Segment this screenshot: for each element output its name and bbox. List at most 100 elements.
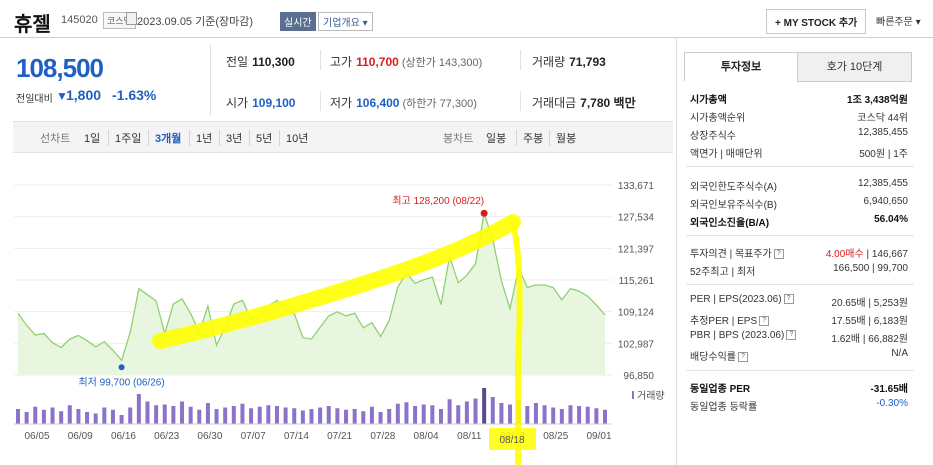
line-chart-label: 선차트 bbox=[40, 133, 71, 145]
stock-name: 휴젤 bbox=[14, 14, 51, 36]
highlight-stroke bbox=[510, 219, 523, 465]
volume-bar bbox=[274, 406, 279, 424]
help-icon[interactable]: ? bbox=[783, 294, 794, 305]
volume-bar bbox=[188, 406, 193, 424]
volume-bar bbox=[223, 407, 228, 424]
volume-bar bbox=[110, 409, 115, 424]
per-row: PER | EPS(2023.06)? 20.65배 | 5,253원 bbox=[690, 294, 908, 309]
volume-bar bbox=[41, 409, 46, 424]
cap-rank-row: 시가총액순위 코스닥 44위 bbox=[690, 113, 908, 124]
volume-bar bbox=[231, 406, 236, 424]
quote-low: 저가 106,400 (하한가 77,300) bbox=[330, 96, 477, 110]
add-mystock-button[interactable]: + MY STOCK 추가 bbox=[766, 9, 867, 34]
volume-bar bbox=[76, 409, 81, 424]
volume-bar bbox=[283, 407, 288, 424]
volume-bar bbox=[249, 408, 254, 424]
volume-bar bbox=[119, 415, 124, 424]
volume-bar bbox=[145, 401, 150, 424]
volume-legend-swatch bbox=[632, 391, 634, 399]
shares-row: 상장주식수 12,385,455 bbox=[690, 127, 908, 142]
down-arrow-icon: ▼ bbox=[56, 89, 68, 103]
quick-order-button[interactable]: 빠른주문 ▾ bbox=[876, 17, 921, 28]
volume-bar bbox=[533, 403, 538, 424]
candle-daily[interactable]: 일봉 bbox=[486, 133, 507, 145]
volume-bar bbox=[603, 409, 607, 424]
live-badge[interactable]: 실시간 bbox=[280, 12, 316, 31]
market-cap-row: 시가총액 1조 3,438억원 bbox=[690, 95, 908, 106]
volume-bar bbox=[464, 401, 469, 424]
stock-code: 145020 bbox=[61, 14, 98, 26]
period-bar bbox=[13, 121, 673, 153]
pbr-row: PBR | BPS (2023.06)? 1.62배 | 66,882원 bbox=[690, 330, 908, 345]
volume-bar bbox=[473, 398, 478, 424]
help-icon[interactable]: ? bbox=[759, 316, 770, 327]
quote-open: 시가 109,100 bbox=[226, 96, 296, 110]
company-info-dropdown[interactable]: 기업개요 ▾ bbox=[318, 12, 373, 31]
highlighted-x-tick: 08/18 bbox=[499, 435, 524, 446]
x-tick-label: 06/05 bbox=[24, 431, 49, 442]
volume-bar bbox=[525, 406, 530, 424]
quote-prev: 전일 110,300 bbox=[226, 55, 295, 69]
volume-bar bbox=[577, 406, 582, 424]
tab-investment-info[interactable]: 투자정보 bbox=[684, 52, 798, 81]
help-icon[interactable]: ? bbox=[786, 330, 797, 341]
divider bbox=[520, 91, 521, 111]
volume-bar bbox=[568, 405, 573, 424]
volume-bar bbox=[300, 410, 305, 424]
volume-bar bbox=[154, 405, 159, 424]
volume-bar bbox=[257, 406, 262, 424]
current-price: 108,500 bbox=[16, 53, 104, 83]
max-annotation: 최고 128,200 (08/22) bbox=[392, 195, 484, 207]
volume-bar bbox=[180, 401, 185, 424]
max-marker bbox=[480, 209, 488, 217]
opinion-row: 투자의견 | 목표주가? 4.00매수 | 146,667 bbox=[690, 249, 908, 260]
volume-bar bbox=[594, 408, 599, 424]
help-icon[interactable]: ? bbox=[738, 352, 748, 363]
volume-bar bbox=[456, 405, 461, 424]
volume-bar bbox=[352, 409, 357, 424]
volume-bar bbox=[395, 403, 400, 424]
divider bbox=[210, 44, 211, 116]
divider bbox=[686, 370, 914, 371]
volume-bar bbox=[421, 404, 426, 424]
candle-monthly[interactable]: 월봉 bbox=[549, 130, 576, 146]
x-tick-label: 07/28 bbox=[370, 431, 395, 442]
volume-bar bbox=[59, 411, 64, 424]
volume-bar bbox=[171, 406, 176, 424]
volume-bar bbox=[24, 412, 29, 424]
volume-bar bbox=[214, 409, 219, 424]
period-1d[interactable]: 1일 bbox=[84, 133, 101, 145]
volume-bar bbox=[266, 405, 271, 424]
volume-bar bbox=[542, 405, 547, 424]
candle-weekly[interactable]: 주봉 bbox=[516, 130, 543, 146]
period-1y[interactable]: 1년 bbox=[189, 130, 212, 146]
quote-high: 고가 110,700 (상한가 143,300) bbox=[330, 55, 483, 69]
volume-bar bbox=[361, 411, 366, 424]
volume-bar bbox=[128, 407, 133, 424]
highlight-box bbox=[489, 428, 536, 450]
x-tick-label: 09/01 bbox=[586, 431, 611, 442]
help-icon[interactable]: ? bbox=[773, 249, 784, 260]
volume-bar bbox=[16, 409, 20, 424]
volume-bar bbox=[551, 407, 556, 424]
volume-bar bbox=[387, 409, 392, 424]
x-tick-label: 08/11 bbox=[457, 431, 482, 442]
period-10y[interactable]: 10년 bbox=[279, 130, 308, 146]
x-tick-label: 07/14 bbox=[284, 431, 309, 442]
y-tick-label: 115,261 bbox=[619, 276, 655, 287]
volume-bar bbox=[197, 409, 202, 424]
tab-orderbook[interactable]: 호가 10단계 bbox=[797, 52, 912, 82]
period-3y[interactable]: 3년 bbox=[219, 130, 242, 146]
divider bbox=[520, 50, 521, 70]
volume-bar bbox=[585, 406, 590, 424]
period-3m[interactable]: 3개월 bbox=[148, 130, 181, 146]
panel-divider bbox=[676, 38, 677, 465]
divider bbox=[320, 50, 321, 70]
period-1w[interactable]: 1주일 bbox=[108, 130, 141, 146]
volume-bar bbox=[508, 404, 513, 424]
range52-row: 52주최고 | 최저 166,500 | 99,700 bbox=[690, 263, 908, 278]
y-tick-label: 109,124 bbox=[618, 308, 655, 319]
y-tick-label: 127,534 bbox=[618, 213, 655, 224]
period-5y[interactable]: 5년 bbox=[249, 130, 272, 146]
price-chart: 133,671 127,534 121,397 115,261 109,124 102,9… bbox=[14, 181, 665, 465]
